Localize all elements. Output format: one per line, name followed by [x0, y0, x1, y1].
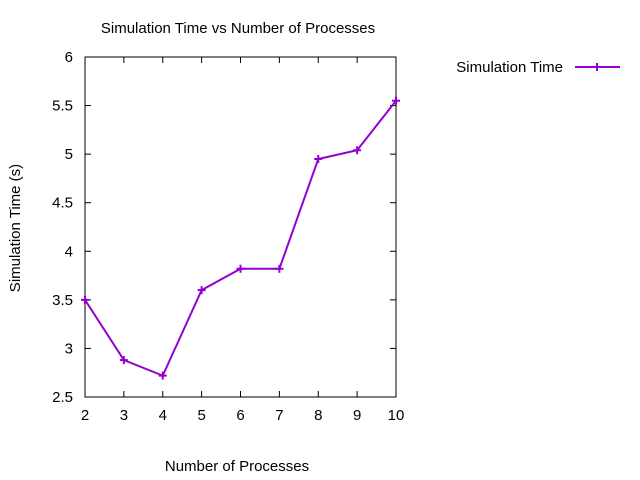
data-point: [158, 371, 167, 380]
chart-title: Simulation Time vs Number of Processes: [101, 20, 375, 37]
y-axis: 2.5 3 3.5 4 4.5 5 5.5 6: [52, 49, 396, 406]
data-point: [275, 264, 284, 273]
data-point: [392, 96, 400, 105]
x-tick-label: 10: [388, 407, 405, 424]
x-tick-label: 2: [81, 407, 89, 424]
data-point: [314, 155, 323, 163]
x-tick-label: 3: [120, 407, 128, 424]
y-tick-label: 5: [65, 146, 73, 163]
x-tick-label: 7: [275, 407, 283, 424]
y-tick-label: 5.5: [52, 98, 73, 115]
data-point: [81, 295, 89, 304]
legend: Simulation Time: [456, 59, 620, 76]
series-line: [84, 100, 397, 377]
y-tick-label: 6: [65, 49, 73, 66]
x-axis-label: Number of Processes: [165, 458, 309, 475]
data-point: [353, 146, 362, 155]
x-tick-label: 9: [353, 407, 361, 424]
data-point: [119, 356, 128, 365]
data-point: [197, 286, 206, 295]
series-layer: [81, 96, 400, 380]
x-tick-label: 4: [159, 407, 167, 424]
x-axis: 2 3 4 5 6 7 8 9 10: [81, 57, 405, 424]
y-tick-label: 3.5: [52, 292, 73, 309]
x-tick-label: 8: [314, 407, 322, 424]
y-tick-label: 2.5: [52, 389, 73, 406]
legend-label: Simulation Time: [456, 59, 563, 76]
x-tick-label: 6: [236, 407, 244, 424]
y-tick-label: 4.5: [52, 195, 73, 212]
y-tick-label: 4: [65, 243, 73, 260]
y-axis-label: Simulation Time (s): [7, 164, 24, 292]
x-tick-label: 5: [197, 407, 205, 424]
data-point: [236, 264, 245, 273]
y-tick-label: 3: [65, 340, 73, 357]
plot-frame: [84, 56, 397, 398]
